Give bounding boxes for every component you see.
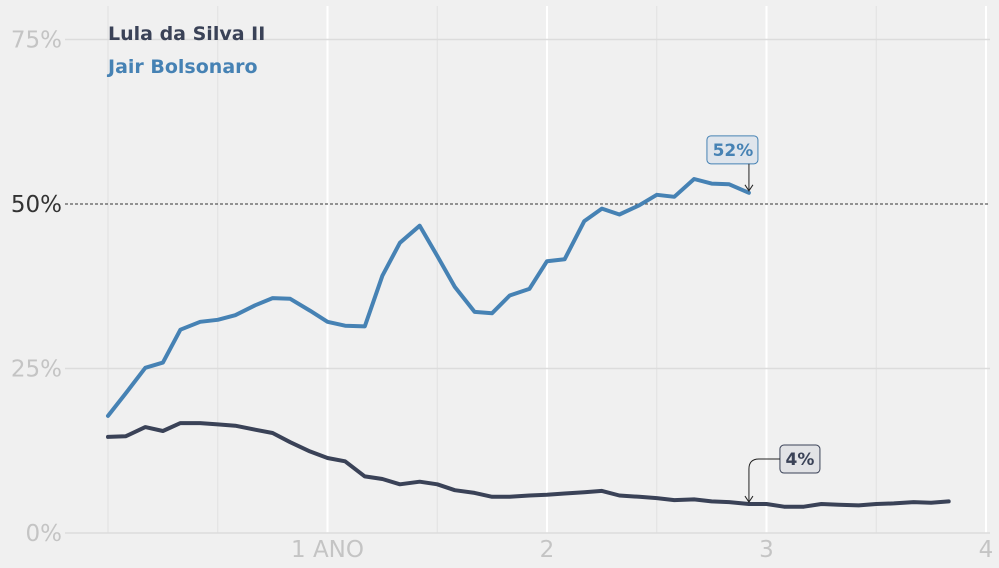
x-tick-label: 1 ANO (291, 537, 364, 563)
x-tick-label: 2 (540, 537, 555, 563)
annotation-arrowhead (744, 495, 754, 503)
y-tick-label: 75% (11, 28, 62, 54)
series-line-1 (106, 421, 951, 509)
y-tick-label: 50% (11, 192, 62, 218)
x-tick-label: 3 (759, 537, 774, 563)
series-line-0 (106, 177, 751, 418)
y-tick-label: 25% (11, 357, 62, 383)
annotation-label: 52% (713, 141, 754, 161)
annotation-arrow (748, 458, 780, 503)
legend-entry: Jair Bolsonaro (106, 56, 258, 78)
y-tick-label: 0% (26, 521, 63, 547)
annotation-label: 4% (786, 450, 815, 470)
legend-entry: Lula da Silva II (108, 23, 265, 45)
annotation-box (706, 135, 759, 165)
annotation-arrowhead (744, 184, 754, 192)
x-tick-label: 4 (979, 537, 994, 563)
